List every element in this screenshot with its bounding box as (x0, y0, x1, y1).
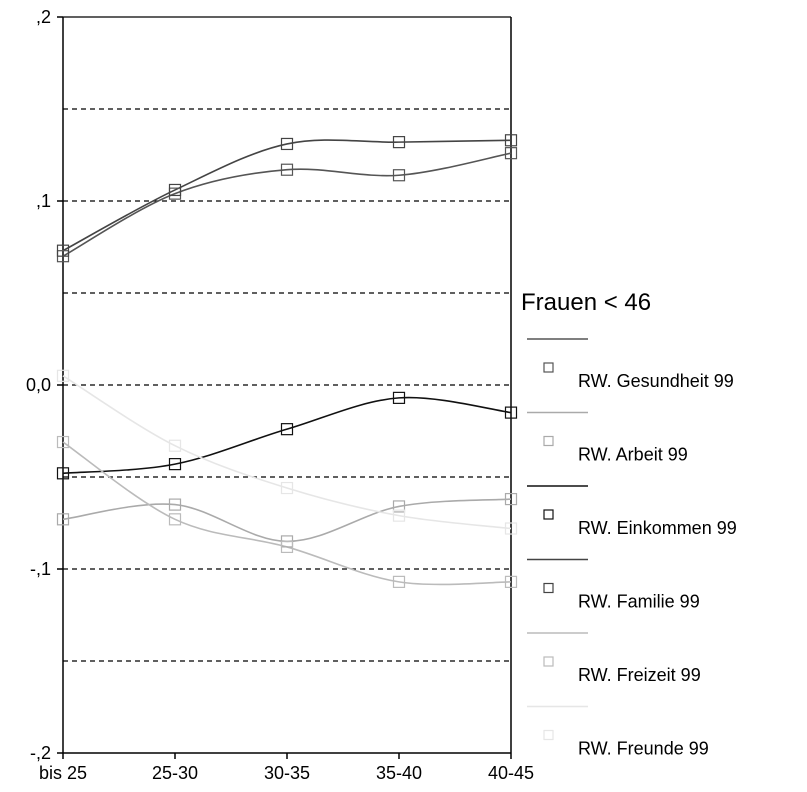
series-line (62, 152, 512, 257)
legend-label: RW. Gesundheit 99 (578, 371, 734, 391)
data-point (56, 513, 70, 526)
data-point (392, 509, 406, 522)
data-point (280, 540, 294, 554)
data-point (168, 183, 182, 197)
data-point (168, 513, 182, 526)
data-point (168, 458, 182, 471)
axes (57, 16, 512, 759)
data-point (280, 481, 294, 495)
legend-marker (543, 729, 554, 741)
series-lines (62, 139, 512, 586)
legend-label: RW. Familie 99 (578, 592, 700, 612)
y-tick-label: -,1 (30, 559, 51, 579)
data-point (392, 391, 406, 404)
data-point (280, 423, 294, 436)
data-point (504, 575, 518, 588)
legend-label: RW. Freunde 99 (578, 739, 709, 759)
legend-label: RW. Einkommen 99 (578, 518, 737, 538)
series-line (62, 139, 512, 252)
series-line (62, 396, 512, 475)
legend-marker (543, 509, 554, 520)
data-point (504, 522, 518, 535)
data-point (392, 500, 406, 513)
x-tick-label: 25-30 (152, 763, 198, 783)
x-tick-label: 35-40 (376, 763, 422, 783)
legend-marker (543, 656, 554, 667)
data-point (392, 575, 406, 588)
x-tick-labels: bis 25 25-30 30-35 35-40 40-45 (39, 763, 534, 783)
data-point (504, 147, 518, 160)
y-tick-label: ,2 (36, 7, 51, 27)
data-point (280, 137, 294, 151)
data-point (280, 163, 294, 176)
legend-marker (543, 362, 554, 373)
data-point (168, 498, 182, 511)
data-point (504, 492, 518, 506)
series-markers (56, 134, 518, 588)
legend-title: Frauen < 46 (521, 289, 651, 316)
x-tick-label: bis 25 (39, 763, 87, 783)
legend: Frauen < 46 RW. Gesundheit 99 RW. Arbeit … (521, 289, 737, 759)
y-tick-labels: ,2 ,1 0,0 -,1 -,2 (26, 7, 51, 763)
y-tick-label: 0,0 (26, 375, 51, 395)
legend-marker (543, 435, 554, 447)
data-point (168, 439, 182, 452)
y-tick-label: ,1 (36, 191, 51, 211)
data-point (392, 169, 406, 182)
x-tick-label: 40-45 (488, 763, 534, 783)
data-point (56, 467, 70, 480)
legend-label: RW. Arbeit 99 (578, 445, 688, 465)
grid-lines (63, 16, 511, 662)
x-tick-label: 30-35 (264, 763, 310, 783)
series-line (62, 441, 512, 586)
legend-label: RW. Freizeit 99 (578, 665, 701, 685)
data-point (504, 406, 518, 419)
data-point (504, 134, 518, 147)
series-line (62, 498, 512, 543)
series-line (62, 375, 512, 530)
y-tick-label: -,2 (30, 743, 51, 763)
data-point (392, 136, 406, 149)
data-point (56, 244, 70, 257)
data-point (56, 369, 70, 382)
data-point (56, 435, 70, 449)
legend-marker (543, 582, 554, 594)
